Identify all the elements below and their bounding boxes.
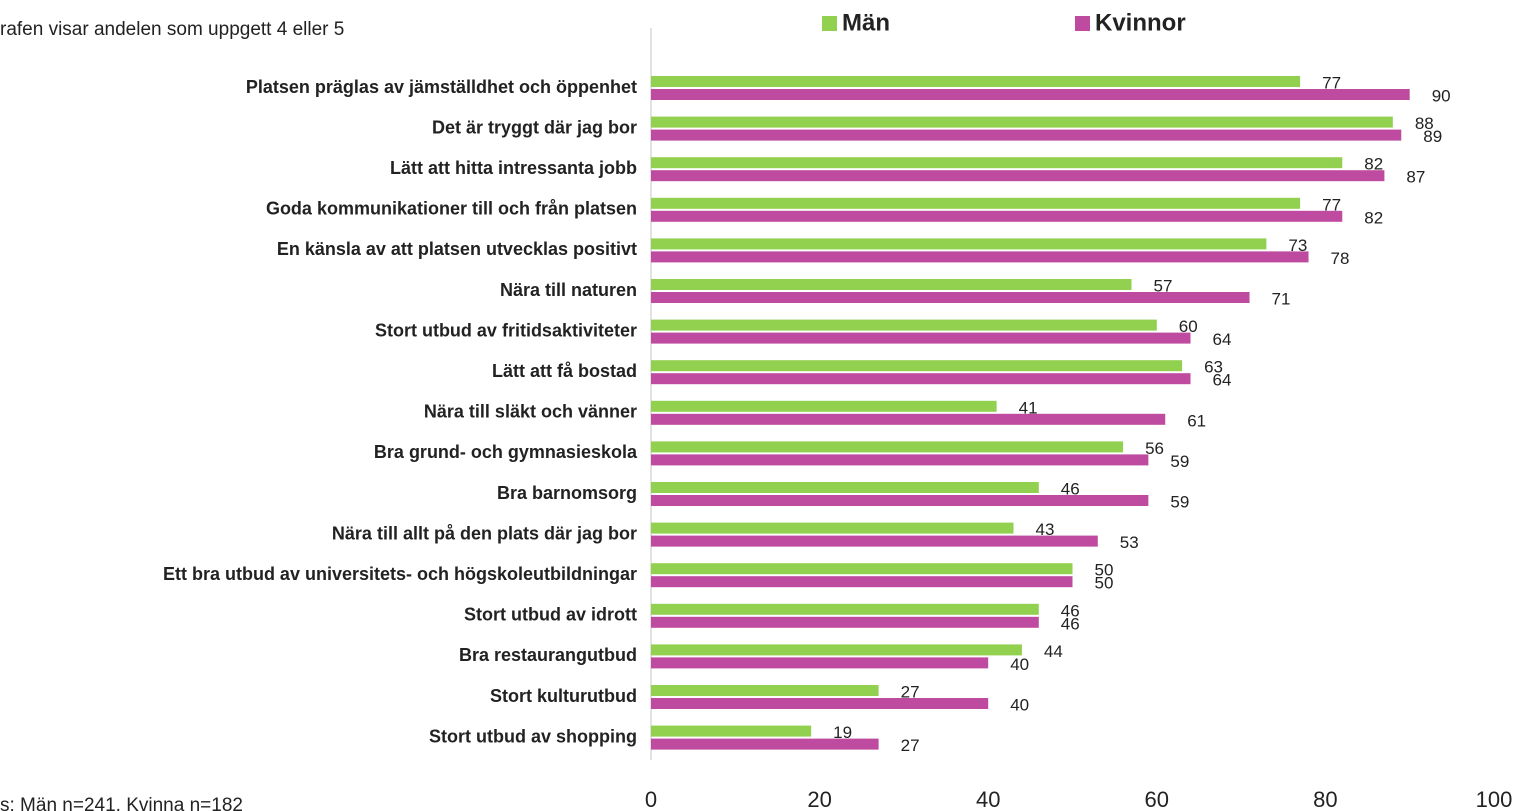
category-label: Stort utbud av idrott [464, 605, 637, 625]
bar [651, 400, 997, 412]
value-label: 46 [1061, 601, 1080, 620]
category-label: Nära till naturen [500, 280, 637, 300]
x-tick-label: 20 [807, 787, 831, 811]
value-label: 89 [1423, 127, 1442, 146]
category-label: Det är tryggt där jag bor [432, 117, 637, 137]
bar [651, 644, 1022, 656]
category-label: Platsen präglas av jämställdhet och öppe… [246, 77, 637, 97]
bar [651, 603, 1039, 615]
bar [651, 197, 1301, 209]
legend-swatch [822, 16, 837, 31]
value-label: 87 [1406, 168, 1425, 187]
value-label: 50 [1095, 574, 1114, 593]
x-tick-label: 60 [1145, 787, 1169, 811]
bar [651, 522, 1014, 534]
bar [651, 698, 989, 709]
category-label: Stort utbud av fritidsaktiviteter [375, 320, 637, 340]
bar [651, 563, 1073, 575]
bar [651, 89, 1410, 100]
bar [651, 725, 812, 737]
value-label: 73 [1288, 236, 1307, 255]
category-label: Lätt att få bostad [492, 361, 637, 381]
x-tick-label: 80 [1313, 787, 1337, 811]
category-label: Lätt att hitta intressanta jobb [390, 158, 637, 178]
bar [651, 210, 1343, 222]
value-label: 44 [1044, 642, 1063, 661]
value-label: 41 [1019, 398, 1038, 417]
bar [651, 373, 1191, 385]
note: s: Män n=241, Kvinna n=182 [0, 795, 243, 811]
bar [651, 441, 1124, 453]
legend-label: Kvinnor [1095, 9, 1186, 36]
value-label: 43 [1035, 520, 1054, 539]
value-label: 71 [1272, 289, 1291, 308]
value-label: 90 [1432, 86, 1451, 105]
bar [651, 576, 1073, 588]
value-label: 56 [1145, 439, 1164, 458]
legend-swatch [1075, 16, 1090, 31]
value-label: 27 [901, 682, 920, 701]
bar [651, 454, 1149, 466]
value-label: 64 [1213, 371, 1232, 390]
category-label: En känsla av att platsen utvecklas posit… [277, 239, 637, 259]
bar [651, 319, 1157, 331]
category-label: Stort utbud av shopping [429, 726, 637, 746]
category-label: Goda kommunikationer till och från plats… [266, 199, 637, 219]
bar [651, 482, 1039, 493]
bar [651, 238, 1267, 250]
value-label: 63 [1204, 358, 1223, 377]
value-label: 46 [1061, 614, 1080, 633]
value-label: 40 [1010, 695, 1029, 714]
bar [651, 129, 1402, 141]
legend-label: Män [842, 9, 890, 36]
value-label: 53 [1120, 533, 1139, 552]
category-label: Bra grund- och gymnasieskola [374, 442, 638, 462]
value-label: 88 [1415, 114, 1434, 133]
bar [651, 170, 1385, 182]
category-label: Nära till allt på den plats där jag bor [332, 523, 637, 543]
value-label: 60 [1179, 317, 1198, 336]
x-tick-label: 100 [1476, 787, 1513, 811]
value-label: 57 [1154, 276, 1173, 295]
value-label: 59 [1170, 452, 1189, 471]
value-label: 77 [1322, 73, 1341, 92]
category-label: Ett bra utbud av universitets- och högsk… [163, 564, 637, 584]
category-label: Bra restaurangutbud [459, 645, 637, 665]
value-label: 27 [901, 736, 920, 755]
bar [651, 76, 1301, 87]
x-tick-label: 0 [645, 787, 657, 811]
category-label: Stort kulturutbud [490, 686, 637, 706]
x-tick-label: 40 [976, 787, 1000, 811]
bar [651, 360, 1183, 372]
value-label: 50 [1095, 561, 1114, 580]
bar [651, 279, 1132, 290]
bar [651, 332, 1191, 344]
value-label: 78 [1331, 249, 1350, 268]
value-label: 59 [1170, 492, 1189, 511]
bar [651, 535, 1098, 547]
category-label: Bra barnomsorg [497, 483, 637, 503]
value-label: 82 [1364, 155, 1383, 174]
value-label: 82 [1364, 208, 1383, 227]
bar [651, 685, 879, 696]
chart-title: rafen visar andelen som uppgett 4 eller … [0, 19, 344, 40]
bar [651, 413, 1166, 425]
bar [651, 116, 1393, 128]
bar [651, 738, 879, 750]
bar [651, 157, 1343, 169]
value-label: 64 [1213, 330, 1232, 349]
bar [651, 616, 1039, 628]
bar [651, 495, 1149, 506]
value-label: 40 [1010, 655, 1029, 674]
bar [651, 251, 1309, 263]
value-label: 77 [1322, 195, 1341, 214]
value-label: 46 [1061, 479, 1080, 498]
bar [651, 292, 1250, 303]
category-label: Nära till släkt och vänner [424, 402, 637, 422]
value-label: 19 [833, 723, 852, 742]
bar [651, 657, 989, 669]
value-label: 61 [1187, 411, 1206, 430]
